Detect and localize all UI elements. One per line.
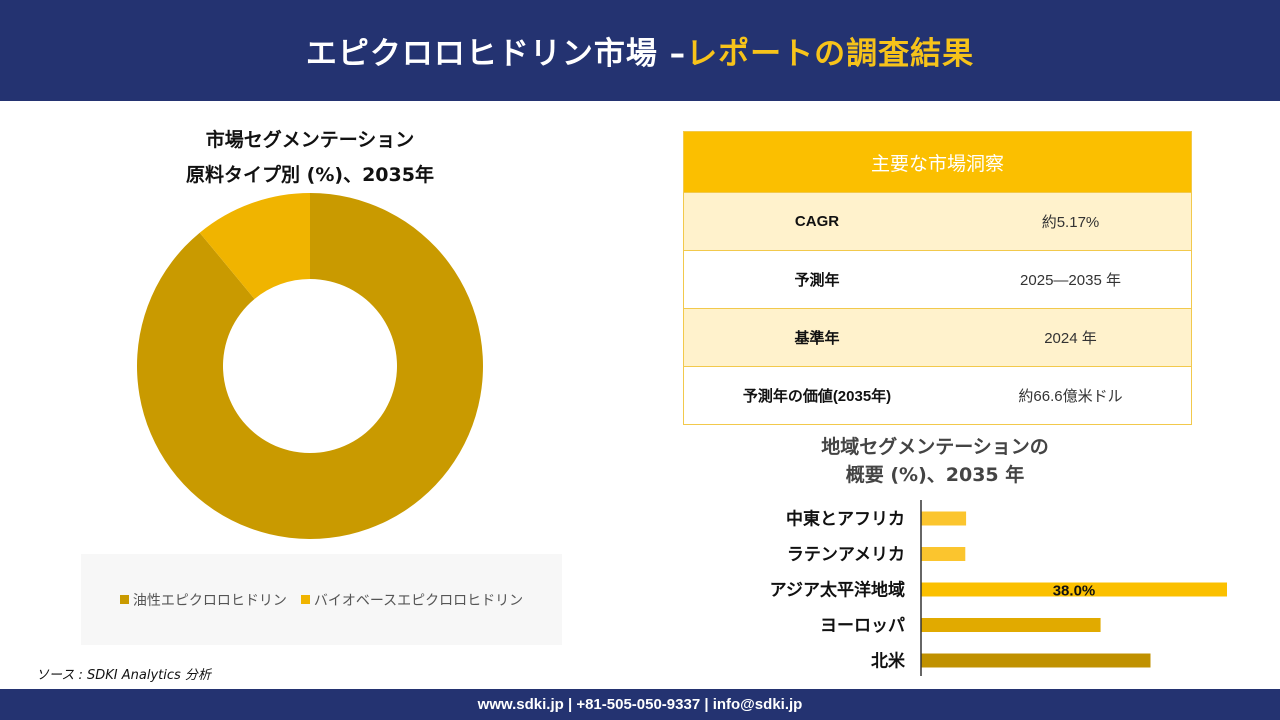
donut-slice <box>199 193 310 299</box>
bar-category-label: 北米 <box>871 651 906 672</box>
legend-swatch <box>119 595 129 604</box>
insight-value: 約66.6億米ドル <box>1018 388 1123 405</box>
region-title-line1: 地域セグメンテーションの <box>821 436 1049 458</box>
donut-chart-title: 市場セグメンテーション 原料タイプ別 (%)、2035年 <box>150 123 470 193</box>
bar-category-label: アジア太平洋地域 <box>770 580 905 601</box>
region-bar <box>921 547 966 561</box>
donut-title-line2: 原料タイプ別 (%)、2035年 <box>186 164 434 186</box>
donut-chart <box>136 193 484 539</box>
bar-category-label: 中東とアフリカ <box>786 509 905 530</box>
insights-header: 主要な市場洞察 <box>684 132 1191 192</box>
bar-category-label: ヨーロッパ <box>820 616 905 636</box>
insight-key: 予測年 <box>794 272 840 289</box>
region-bar <box>921 582 1227 597</box>
region-bar <box>921 653 1151 668</box>
insight-key: 予測年の価値(2035年) <box>742 388 892 405</box>
legend-item: バイオベースエピクロロヒドリン <box>300 590 524 610</box>
legend-label: 油性エピクロロヒドリン <box>132 592 287 609</box>
insight-row-base-year: 基準年 2024 年 <box>684 308 1191 366</box>
donut-legend: 油性エピクロロヒドリン バイオベースエピクロロヒドリン <box>81 554 562 645</box>
title-main: エピクロロヒドリン市場 – <box>305 36 687 72</box>
region-bar <box>921 511 967 526</box>
header-banner: エピクロロヒドリン市場 –レポートの調査結果 <box>0 0 1280 101</box>
region-title-line2: 概要 (%)、2035 年 <box>845 464 1025 486</box>
region-chart-title: 地域セグメンテーションの 概要 (%)、2035 年 <box>770 433 1100 489</box>
donut-title-line1: 市場セグメンテーション <box>205 129 415 151</box>
insight-value: 2024 年 <box>1044 330 1097 347</box>
donut-slice <box>136 193 484 539</box>
legend-swatch <box>300 595 310 604</box>
bar-category-label: ラテンアメリカ <box>787 545 905 565</box>
insight-row-forecast-value: 予測年の価値(2035年) 約66.6億米ドル <box>684 366 1191 424</box>
bar-data-label: 38.0% <box>1053 583 1096 600</box>
page-title: エピクロロヒドリン市場 –レポートの調査結果 <box>306 28 974 73</box>
insight-value: 約5.17% <box>1041 214 1100 231</box>
insight-row-forecast-year: 予測年 2025—2035 年 <box>684 250 1191 308</box>
legend-item: 油性エピクロロヒドリン <box>119 590 287 610</box>
source-note: ソース : SDKI Analytics 分析 <box>36 668 211 683</box>
insight-key: 基準年 <box>794 330 840 347</box>
key-insights-table: 主要な市場洞察 CAGR 約5.17% 予測年 2025—2035 年 基準年 … <box>683 131 1192 425</box>
region-bar <box>921 618 1101 632</box>
contact-footer: www.sdki.jp | +81-505-050-9337 | info@sd… <box>0 689 1280 720</box>
title-accent: レポートの調査結果 <box>686 36 975 72</box>
insight-row-cagr: CAGR 約5.17% <box>684 192 1191 250</box>
insight-value: 2025—2035 年 <box>1020 272 1121 289</box>
insight-key: CAGR <box>794 213 840 230</box>
legend-label: バイオベースエピクロロヒドリン <box>313 592 524 609</box>
